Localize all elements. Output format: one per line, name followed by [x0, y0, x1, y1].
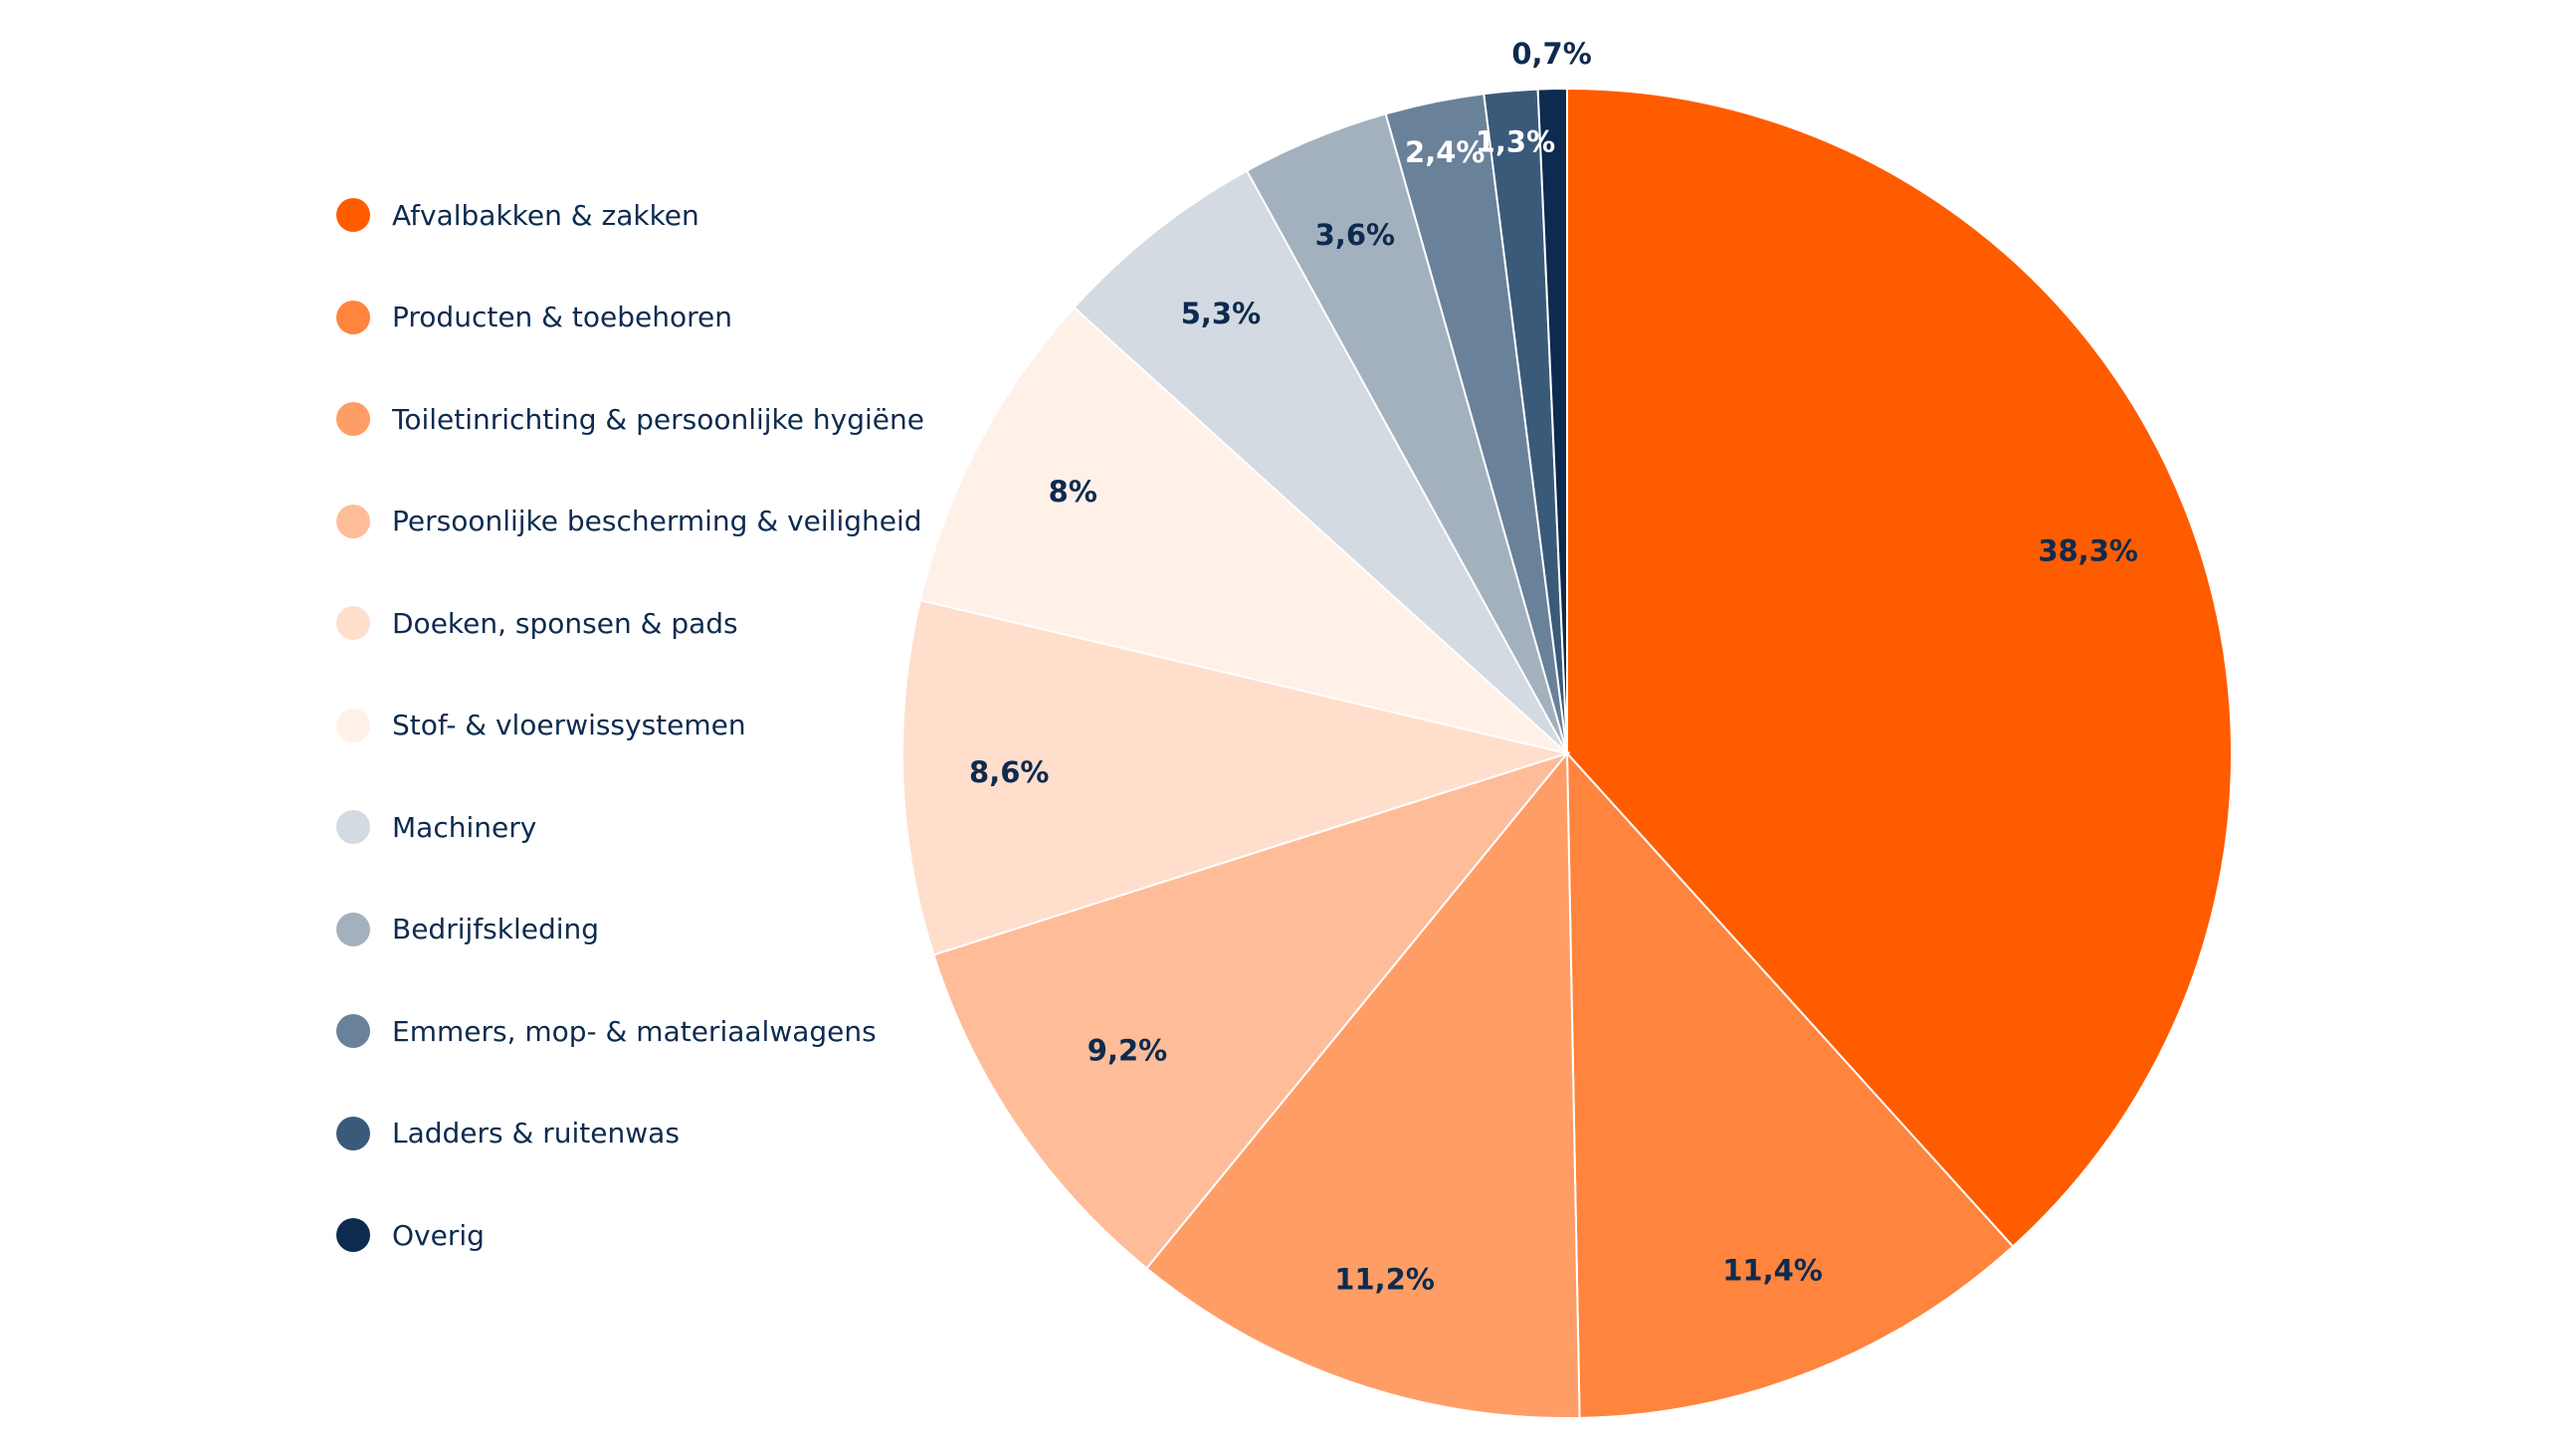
slice-label-stof-vloerwissystemen: 8%	[1049, 475, 1097, 509]
pie-slice-overig	[1536, 87, 1568, 754]
pie-slice-afvalbakken-zakken	[1566, 87, 2233, 1248]
legend-swatch	[336, 1014, 370, 1049]
legend-swatch	[336, 300, 370, 334]
legend-item-producten-toebehoren: Producten & toebehoren	[336, 267, 924, 369]
legend-swatch	[336, 810, 370, 845]
slice-label-overig: 0,7%	[1511, 37, 1591, 71]
slice-label-emmers-mop-materiaalwagens: 2,4%	[1405, 135, 1485, 169]
legend-swatch	[336, 1218, 370, 1253]
pie-slice-toiletinrichting-persoonlijke-hygiene	[1145, 750, 1581, 1419]
slice-label-ladders-ruitenwas: 1,3%	[1476, 125, 1555, 159]
legend-item-toiletinrichting-persoonlijke-hygiene: Toiletinrichting & persoonlijke hygiëne	[336, 368, 924, 471]
legend-label: Overig	[392, 1218, 485, 1252]
legend-label: Afvalbakken & zakken	[392, 198, 699, 232]
pie-slices	[901, 87, 2233, 1419]
legend-label: Bedrijfskleding	[392, 913, 600, 946]
slice-labels: 38,3% 11,4% 11,2% 9,2% 8,6% 8% 5,3% 3,6% 2,4%1,3…	[969, 37, 2138, 1297]
legend-item-doeken-sponsen-pads: Doeken, sponsen & pads	[336, 572, 924, 675]
legend-label: Emmers, mop- & materiaalwagens	[392, 1014, 877, 1048]
legend-label: Stof- & vloerwissystemen	[392, 709, 746, 742]
pie-slice-producten-toebehoren	[1565, 750, 2015, 1419]
legend-label: Machinery	[392, 810, 537, 844]
legend-item-afvalbakken-zakken: Afvalbakken & zakken	[336, 164, 924, 267]
legend-item-bedrijfskleding: Bedrijfskleding	[336, 879, 924, 981]
slice-label-machinery: 5,3%	[1181, 297, 1261, 330]
pie-slice-persoonlijke-bescherming-veiligheid	[932, 751, 1570, 1270]
legend-item-emmers-mop-materiaalwagens: Emmers, mop- & materiaalwagens	[336, 980, 924, 1083]
legend-swatch	[336, 1116, 370, 1150]
legend-item-machinery: Machinery	[336, 776, 924, 879]
legend-swatch	[336, 912, 370, 946]
legend-label: Toiletinrichting & persoonlijke hygiëne	[392, 402, 924, 436]
legend-label: Ladders & ruitenwas	[392, 1117, 680, 1150]
legend-swatch	[336, 402, 370, 437]
slice-label-bedrijfskleding: 3,6%	[1315, 218, 1395, 252]
legend-swatch	[336, 198, 370, 233]
legend-item-overig: Overig	[336, 1184, 924, 1287]
legend-swatch	[336, 606, 370, 641]
legend-label: Persoonlijke bescherming & veiligheid	[392, 505, 922, 538]
legend-label: Producten & toebehoren	[392, 301, 733, 334]
legend-swatch	[336, 708, 370, 742]
slice-label-afvalbakken-zakken: 38,3%	[2038, 533, 2138, 567]
chart-legend: Afvalbakken & zakken Producten & toebehor…	[336, 164, 924, 1287]
legend-item-stof-vloerwissystemen: Stof- & vloerwissystemen	[336, 675, 924, 777]
legend-label: Doeken, sponsen & pads	[392, 606, 738, 640]
pie-slice-machinery	[1073, 169, 1568, 754]
legend-item-persoonlijke-bescherming-veiligheid: Persoonlijke bescherming & veiligheid	[336, 471, 924, 573]
slice-label-persoonlijke-bescherming-veiligheid: 9,2%	[1088, 1033, 1167, 1067]
slice-label-doeken-sponsen-pads: 8,6%	[969, 755, 1049, 789]
pie-slice-doeken-sponsen-pads	[901, 598, 1571, 956]
legend-swatch	[336, 504, 370, 538]
legend-item-ladders-ruitenwas: Ladders & ruitenwas	[336, 1083, 924, 1185]
pie-slice-stof-vloerwissystemen	[918, 306, 1568, 754]
slice-label-producten-toebehoren: 11,4%	[1722, 1254, 1823, 1288]
slice-label-toiletinrichting-persoonlijke-hygiene: 11,2%	[1334, 1262, 1435, 1296]
